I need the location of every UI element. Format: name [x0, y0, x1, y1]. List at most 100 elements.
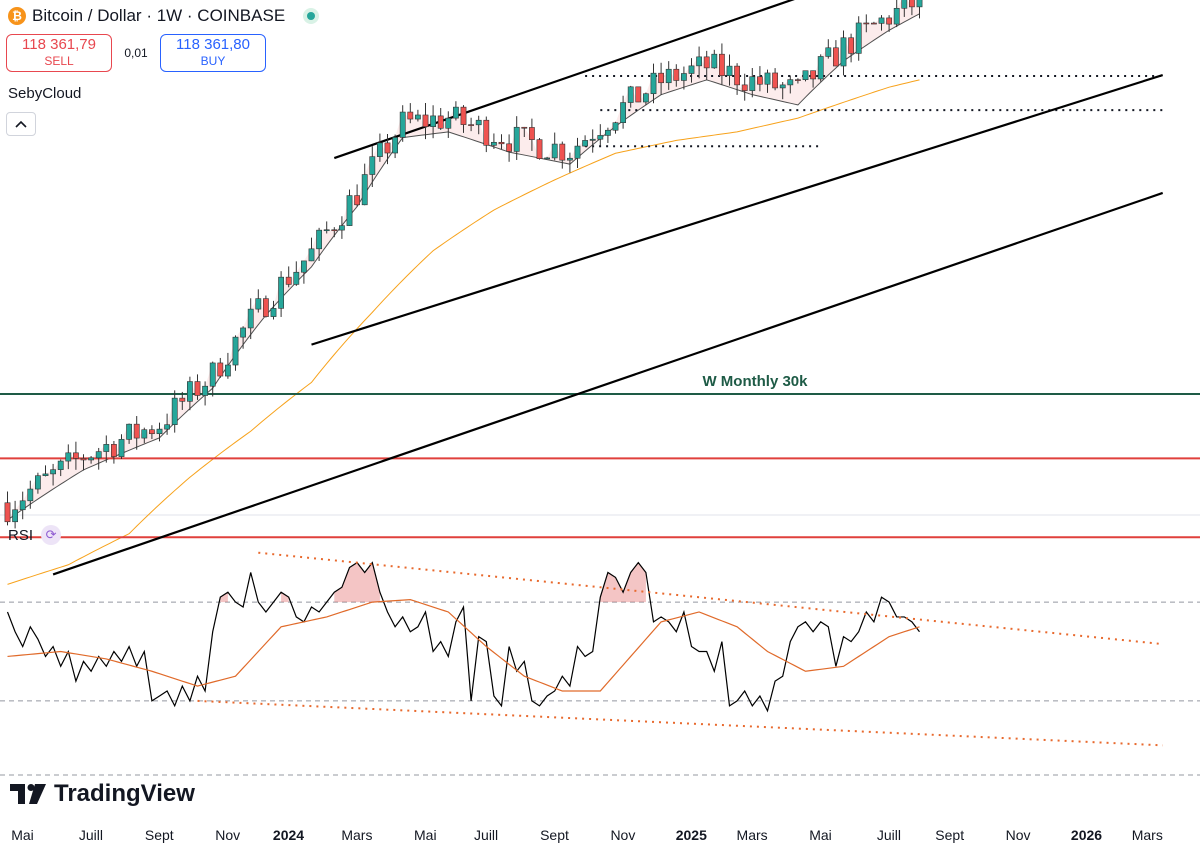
candle	[149, 425, 155, 440]
trend-line-1	[311, 73, 1164, 346]
candle-body	[756, 76, 763, 85]
time-axis: Mai Juill Sept Nov 2024 Mars Mai Juill Sept Nov 20…	[11, 827, 1163, 843]
candle-body	[240, 327, 246, 338]
chevron-up-icon	[15, 120, 27, 128]
candle	[376, 133, 383, 162]
candle-body	[247, 308, 254, 329]
candle	[430, 105, 436, 139]
candle-body	[878, 17, 885, 24]
candle-body	[559, 143, 566, 161]
candle	[886, 15, 892, 32]
candle	[164, 413, 170, 435]
time-tick-label: Juill	[877, 827, 901, 843]
candle-body	[840, 37, 847, 67]
candle	[65, 444, 72, 470]
candle-body	[855, 22, 862, 54]
sell-button[interactable]: 118 361,79 SELL	[6, 34, 112, 72]
candle	[832, 40, 839, 67]
market-open-icon	[303, 8, 320, 24]
candle-body	[323, 229, 330, 232]
candle-body	[27, 488, 34, 502]
sync-icon[interactable]: ⟳	[41, 525, 62, 545]
candle	[597, 124, 604, 146]
candle-body	[893, 7, 900, 25]
candle	[126, 423, 132, 444]
candle-body	[566, 157, 573, 161]
candle	[133, 416, 140, 450]
candle-body	[734, 65, 740, 86]
candle	[194, 374, 201, 400]
symbol-header[interactable]: ₿ Bitcoin / Dollar · 1W · COINBASE	[8, 6, 320, 26]
candle	[817, 54, 824, 82]
time-tick-label: Nov	[610, 827, 635, 843]
candle-body	[270, 308, 277, 317]
time-tick-label: 2026	[1071, 827, 1102, 843]
candle	[422, 103, 429, 140]
candle	[490, 133, 497, 149]
candle	[544, 156, 550, 160]
candle	[73, 441, 79, 470]
candle-body	[293, 271, 300, 285]
candle-body	[209, 362, 216, 387]
candle	[308, 237, 315, 262]
sell-label: SELL	[44, 54, 74, 68]
candle-body	[452, 106, 459, 119]
rsi-ma-line	[7, 599, 920, 692]
collapse-button[interactable]	[6, 112, 36, 136]
rsi-legend[interactable]: RSI ⟳	[8, 525, 62, 545]
candle-body	[278, 276, 284, 309]
candle	[536, 137, 543, 160]
candle-body	[528, 127, 535, 140]
candle-body	[217, 362, 224, 377]
candle-body	[156, 428, 163, 435]
candle	[452, 101, 459, 121]
candle-body	[384, 142, 391, 154]
candle-body	[65, 452, 72, 462]
buy-button[interactable]: 118 361,80 BUY	[160, 34, 266, 72]
candle	[688, 58, 695, 83]
time-tick-label: Mai	[414, 827, 437, 843]
candle	[810, 70, 816, 88]
tradingview-logo[interactable]: TradingView	[10, 780, 195, 808]
candle	[764, 69, 771, 93]
candle-body	[4, 502, 11, 523]
candle-body	[627, 86, 634, 103]
candle-body	[574, 145, 581, 159]
sell-price: 118 361,79	[22, 36, 96, 53]
candle	[118, 434, 125, 460]
candle	[506, 134, 512, 162]
candle	[848, 33, 854, 63]
candle-body	[262, 298, 269, 317]
candle-body	[589, 138, 596, 141]
candle-body	[111, 444, 117, 457]
candle-body	[870, 22, 877, 25]
candle	[316, 227, 322, 261]
candle	[483, 116, 490, 153]
candle-body	[430, 115, 436, 127]
candle	[156, 422, 163, 442]
candle-body	[794, 79, 801, 81]
rsi-line	[6, 561, 920, 713]
candle	[696, 46, 702, 79]
candle	[338, 216, 345, 239]
candle-body	[544, 157, 550, 160]
candle-body	[187, 381, 193, 402]
candle-body	[787, 79, 794, 86]
annotation-monthly-30k: W Monthly 30k	[702, 373, 808, 390]
candle	[88, 455, 94, 464]
trade-panel: 118 361,79 SELL 0,01 118 361,80 BUY	[6, 34, 266, 72]
candle-body	[620, 102, 626, 123]
candle-body	[232, 336, 239, 366]
candle	[513, 116, 520, 160]
candle-body	[582, 140, 588, 147]
candle	[734, 63, 740, 95]
candle-body	[513, 126, 520, 152]
candle	[521, 126, 528, 138]
candle	[414, 109, 421, 122]
candle	[141, 427, 148, 444]
candle	[916, 0, 923, 19]
candle	[354, 184, 360, 207]
candle	[703, 50, 710, 80]
candle	[582, 135, 588, 147]
